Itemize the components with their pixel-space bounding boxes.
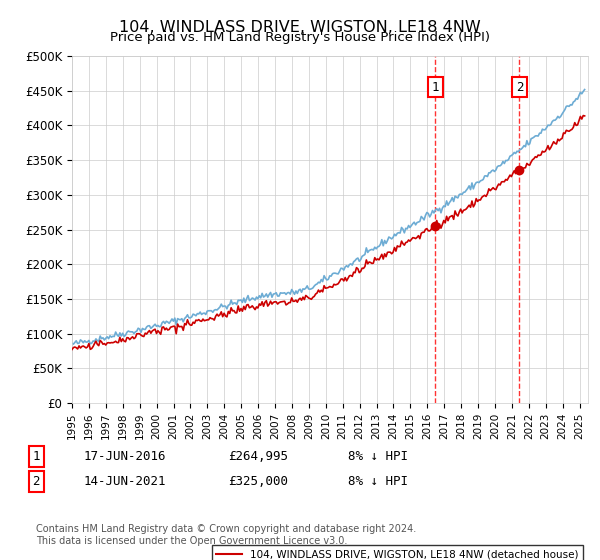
Text: 1: 1	[431, 81, 439, 94]
Text: 2: 2	[516, 81, 523, 94]
Text: £325,000: £325,000	[228, 475, 288, 488]
Text: 8% ↓ HPI: 8% ↓ HPI	[348, 475, 408, 488]
Text: £264,995: £264,995	[228, 450, 288, 463]
Text: 104, WINDLASS DRIVE, WIGSTON, LE18 4NW: 104, WINDLASS DRIVE, WIGSTON, LE18 4NW	[119, 20, 481, 35]
Text: Contains HM Land Registry data © Crown copyright and database right 2024.
This d: Contains HM Land Registry data © Crown c…	[36, 524, 416, 546]
Text: 1: 1	[32, 450, 40, 463]
Legend: 104, WINDLASS DRIVE, WIGSTON, LE18 4NW (detached house), HPI: Average price, det: 104, WINDLASS DRIVE, WIGSTON, LE18 4NW (…	[212, 545, 583, 560]
Text: 17-JUN-2016: 17-JUN-2016	[84, 450, 167, 463]
Text: Price paid vs. HM Land Registry's House Price Index (HPI): Price paid vs. HM Land Registry's House …	[110, 31, 490, 44]
Text: 14-JUN-2021: 14-JUN-2021	[84, 475, 167, 488]
Text: 2: 2	[32, 475, 40, 488]
Text: 8% ↓ HPI: 8% ↓ HPI	[348, 450, 408, 463]
